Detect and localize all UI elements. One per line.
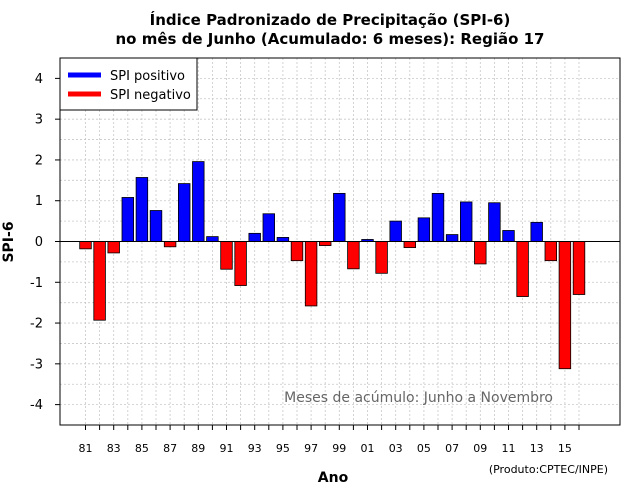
bar-2008 (459, 201, 473, 242)
y-axis: -4 -3 -2 -1 0 1 2 3 4 (30, 72, 60, 413)
x-axis: 81 83 85 87 89 91 93 95 97 99 01 03 05 07 09 11 13 15 (79, 425, 580, 455)
bar-2010 (488, 202, 501, 242)
y-tick-label: 3 (35, 113, 43, 128)
y-tick-label: -4 (30, 398, 43, 413)
bar-1988 (177, 183, 191, 242)
y-tick-label: 0 (35, 235, 43, 250)
bar-2004 (403, 241, 417, 249)
x-tick-label: 93 (248, 442, 262, 455)
bar-1995 (276, 237, 290, 242)
bar-1991 (220, 241, 233, 270)
x-tick-label: 91 (220, 442, 234, 455)
bar-2005 (417, 217, 431, 242)
bar-1998 (318, 241, 332, 246)
y-tick-label: 1 (35, 194, 43, 209)
bar-2011 (502, 230, 515, 242)
y-tick-label: -2 (30, 317, 43, 332)
x-tick-label: 09 (473, 442, 487, 455)
chart-subtitle: no mês de Junho (Acumulado: 6 meses): Re… (115, 30, 544, 48)
product-credit: (Produto:CPTEC/INPE) (489, 463, 608, 476)
x-tick-label: 11 (502, 442, 516, 455)
bar-2012 (516, 241, 529, 297)
bar-2007 (445, 234, 459, 242)
chart-title: Índice Padronizado de Precipitação (SPI-… (150, 10, 511, 29)
x-tick-label: 87 (163, 442, 177, 455)
x-tick-label: 85 (135, 442, 149, 455)
y-tick-label: -3 (30, 357, 43, 372)
bar-2006 (431, 192, 445, 242)
bar-2014 (544, 241, 558, 262)
x-tick-label: 95 (276, 442, 290, 455)
bar-1983 (107, 241, 120, 254)
y-tick-label: -1 (30, 276, 43, 291)
bar-1994 (262, 213, 276, 242)
x-tick-label: 99 (332, 442, 346, 455)
x-tick-label: 15 (558, 442, 572, 455)
bar-1985 (135, 177, 149, 242)
bar-1993 (248, 232, 261, 242)
bar-1984 (121, 197, 135, 242)
bar-2009 (474, 241, 487, 265)
y-axis-title: SPI-6 (1, 221, 17, 262)
legend-label-positive: SPI positivo (110, 69, 185, 84)
bar-1981 (79, 241, 92, 250)
x-tick-label: 07 (445, 442, 459, 455)
bar-2003 (389, 220, 402, 242)
bar-2013 (530, 221, 543, 242)
accumulation-annotation: Meses de acúmulo: Junho a Novembro (284, 390, 553, 406)
bar-1989 (192, 161, 205, 242)
x-tick-label: 01 (361, 442, 375, 455)
y-tick-label: 4 (35, 72, 43, 87)
bar-1986 (149, 210, 163, 242)
bar-2016 (572, 241, 586, 295)
x-tick-label: 83 (107, 442, 121, 455)
bars (79, 161, 586, 370)
bar-1999 (333, 192, 346, 242)
x-tick-label: 03 (389, 442, 403, 455)
legend-label-negative: SPI negativo (110, 88, 191, 103)
x-tick-label: 13 (530, 442, 544, 455)
bar-1990 (206, 236, 219, 242)
bar-1992 (234, 241, 247, 286)
x-tick-label: 97 (304, 442, 318, 455)
bar-2015 (558, 241, 572, 370)
bar-1996 (290, 241, 304, 262)
bar-2002 (375, 241, 388, 274)
y-tick-label: 2 (35, 153, 43, 168)
legend: SPI positivo SPI negativo (59, 57, 198, 111)
x-tick-label: 81 (79, 442, 93, 455)
x-tick-label: 89 (191, 442, 205, 455)
bar-1997 (304, 241, 318, 307)
bar-1982 (93, 241, 106, 321)
legend-box (59, 57, 198, 111)
x-tick-label: 05 (417, 442, 431, 455)
bar-2000 (347, 241, 360, 270)
x-axis-title: Ano (318, 470, 349, 486)
bar-1987 (163, 241, 177, 248)
